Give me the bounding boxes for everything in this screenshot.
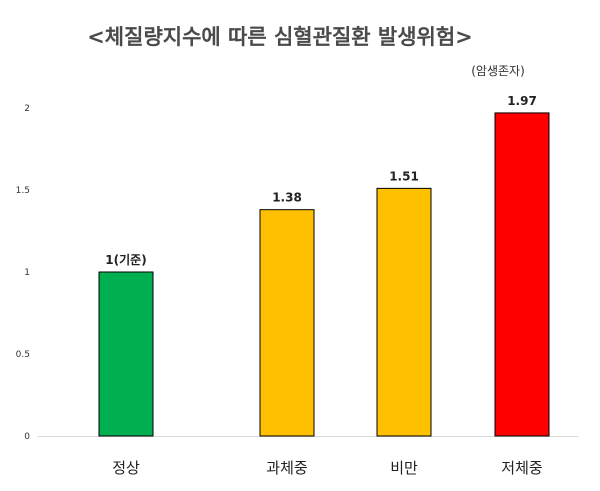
data-label: 1.51 bbox=[389, 169, 419, 183]
data-label: 1.38 bbox=[272, 191, 302, 205]
data-label: 1(기준) bbox=[105, 252, 146, 267]
y-tick-label: 2 bbox=[24, 104, 30, 114]
y-tick-label: 1.5 bbox=[16, 186, 30, 196]
x-tick-label: 저체중 bbox=[501, 459, 542, 477]
bar bbox=[376, 187, 432, 437]
chart-subtitle: (암생존자) bbox=[471, 64, 525, 78]
x-tick-label: 정상 bbox=[112, 459, 140, 477]
bar bbox=[98, 271, 154, 437]
chart-title: <체질량지수에 따른 심혈관질환 발생위험> bbox=[87, 25, 473, 49]
y-axis-ticks: 0 0.5 1 1.5 2 bbox=[16, 104, 31, 442]
y-tick-label: 0.5 bbox=[16, 350, 30, 360]
bar bbox=[259, 209, 315, 437]
x-axis-ticks: 정상 과체중 비만 저체중 bbox=[112, 459, 543, 477]
bar bbox=[494, 112, 550, 437]
data-label: 1.97 bbox=[507, 94, 537, 108]
bars bbox=[98, 112, 550, 437]
y-tick-label: 0 bbox=[24, 432, 30, 442]
x-tick-label: 과체중 bbox=[266, 459, 307, 477]
x-tick-label: 비만 bbox=[390, 459, 418, 477]
data-labels: 1(기준) 1.38 1.51 1.97 bbox=[105, 94, 537, 267]
y-tick-label: 1 bbox=[24, 268, 30, 278]
